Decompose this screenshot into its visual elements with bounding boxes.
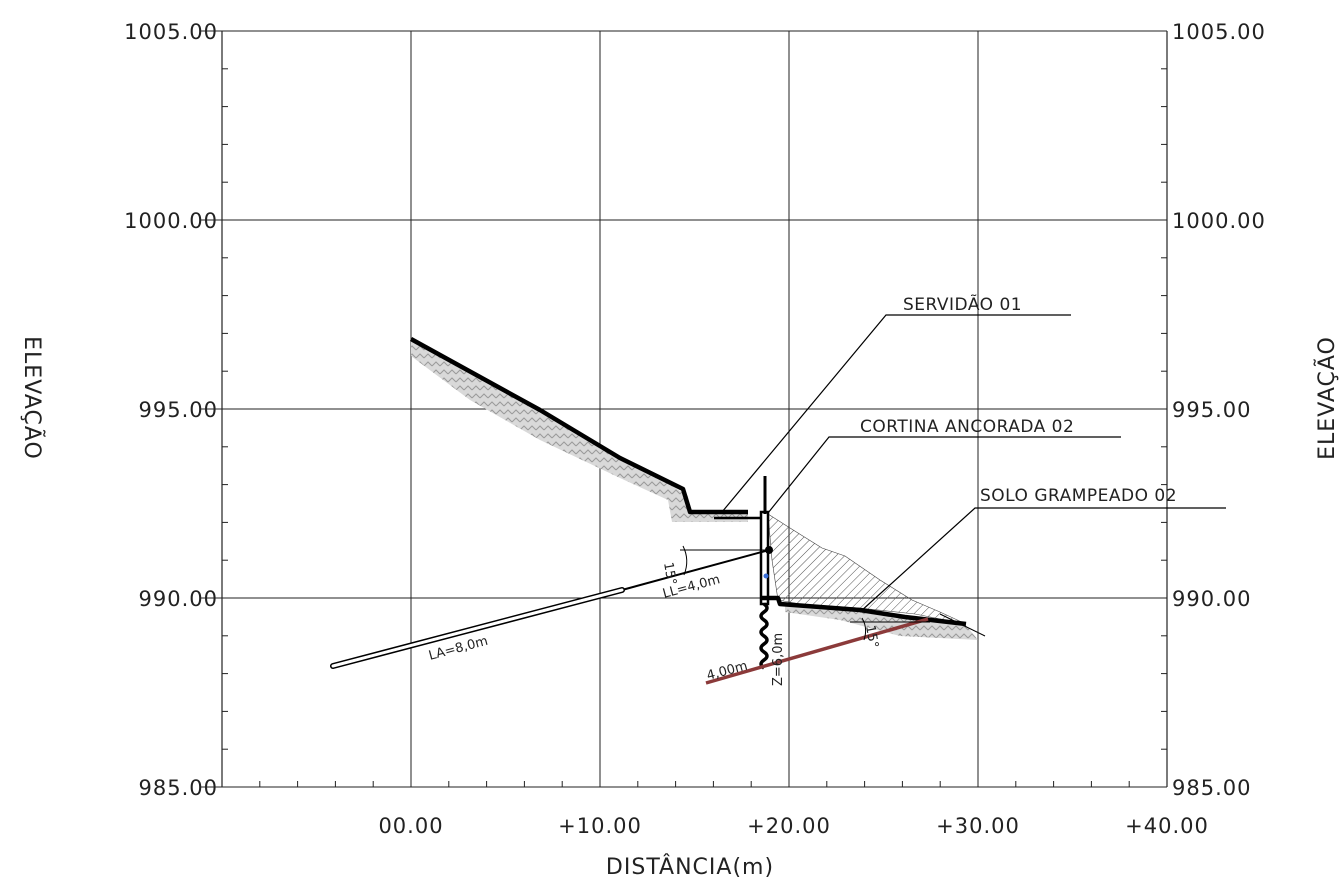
y-tick-left-985: 985.00 [139,776,218,800]
nail-angle-arc [861,617,867,641]
slope-extension [939,613,986,637]
leader-servidao [721,314,1071,513]
minor-ticks [221,30,1168,788]
drain-marker [763,573,769,579]
ground-profile-lower [762,595,967,627]
y-ticks-right: 1005.00 1000.00 995.00 990.00 985.00 [1172,20,1266,800]
ground-profile-upper [409,337,748,515]
y-tick-right-985: 985.00 [1172,776,1251,800]
y-tick-right-1000: 1000.00 [1172,209,1266,233]
anchored-wall [759,510,770,606]
callout-servidao: SERVIDÃO 01 [903,293,1022,315]
callout-cortina: CORTINA ANCORADA 02 [860,417,1074,437]
leader-cortina [767,436,1121,514]
x-tick-30: +30.00 [936,814,1020,838]
soil-nail [705,617,929,685]
y-tick-left-1005: 1005.00 [124,20,218,44]
anchor-bonded-length-core [331,588,624,668]
y-axis-title-right: ELEVAÇÃO [1313,336,1340,460]
lower-terrain-hatch [785,602,978,640]
anchor-angle-arc [682,545,688,576]
label-nail-length: 4,00m [705,659,749,684]
y-axis-title-left: ELEVAÇÃO [19,336,46,460]
helical-pile [759,602,769,670]
y-tick-right-990: 990.00 [1172,587,1251,611]
x-tick-0: 00.00 [378,814,443,838]
y-tick-left-1000: 1000.00 [124,209,218,233]
leader-solo [859,507,1226,613]
y-ticks-left: 1005.00 1000.00 995.00 990.00 985.00 [124,20,218,800]
x-tick-20: +20.00 [747,814,831,838]
label-anchor-angle: 15° [660,561,679,586]
callout-solo: SOLO GRAMPEADO 02 [980,486,1177,506]
y-tick-right-1005: 1005.00 [1172,20,1266,44]
callout-leaders [721,314,1226,613]
y-tick-right-995: 995.00 [1172,398,1251,422]
label-nail-angle: 15° [862,624,881,649]
label-wall-height: Z=6,0m [771,633,786,686]
x-axis-title: DISTÂNCIA(m) [606,854,774,880]
x-ticks: 00.00 +10.00 +20.00 +30.00 +40.00 [378,814,1209,838]
grid [200,30,1168,788]
cut-fill-hatch [767,513,967,625]
y-tick-left-995: 995.00 [139,398,218,422]
y-tick-left-990: 990.00 [139,587,218,611]
x-tick-40: +40.00 [1125,814,1209,838]
x-tick-10: +10.00 [558,814,642,838]
anchor-free-length [621,549,770,591]
